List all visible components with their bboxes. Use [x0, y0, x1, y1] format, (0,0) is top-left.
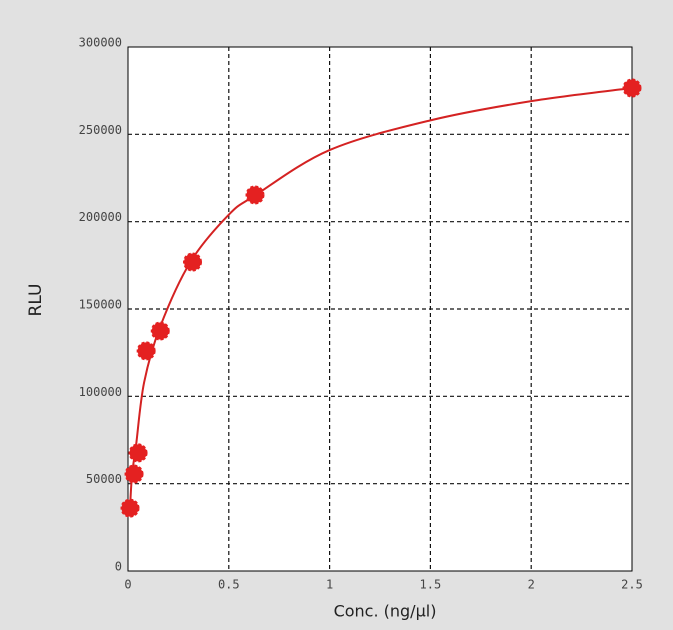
x-tick-label: 0 [124, 578, 131, 592]
data-point [128, 443, 148, 463]
x-tick-label: 1.5 [420, 578, 442, 592]
data-point [183, 252, 203, 272]
x-tick-label: 1 [326, 578, 333, 592]
x-tick-label: 0.5 [218, 578, 240, 592]
x-tick-label: 2.5 [621, 578, 643, 592]
y-tick-label: 250000 [79, 123, 122, 137]
y-tick-label: 200000 [79, 210, 122, 224]
y-tick-label: 300000 [79, 36, 122, 50]
data-point [124, 464, 144, 484]
y-tick-label: 100000 [79, 385, 122, 399]
data-point [150, 321, 170, 341]
y-axis-label: RLU [26, 284, 46, 317]
data-point [245, 185, 265, 205]
data-point [136, 341, 156, 361]
y-tick-label: 50000 [86, 472, 122, 486]
y-tick-label: 150000 [79, 298, 122, 312]
x-tick-label: 2 [528, 578, 535, 592]
data-point [622, 78, 642, 98]
data-point [120, 498, 140, 518]
y-tick-label: 0 [115, 560, 122, 574]
x-axis-label: Conc. (ng/µl) [334, 602, 437, 621]
